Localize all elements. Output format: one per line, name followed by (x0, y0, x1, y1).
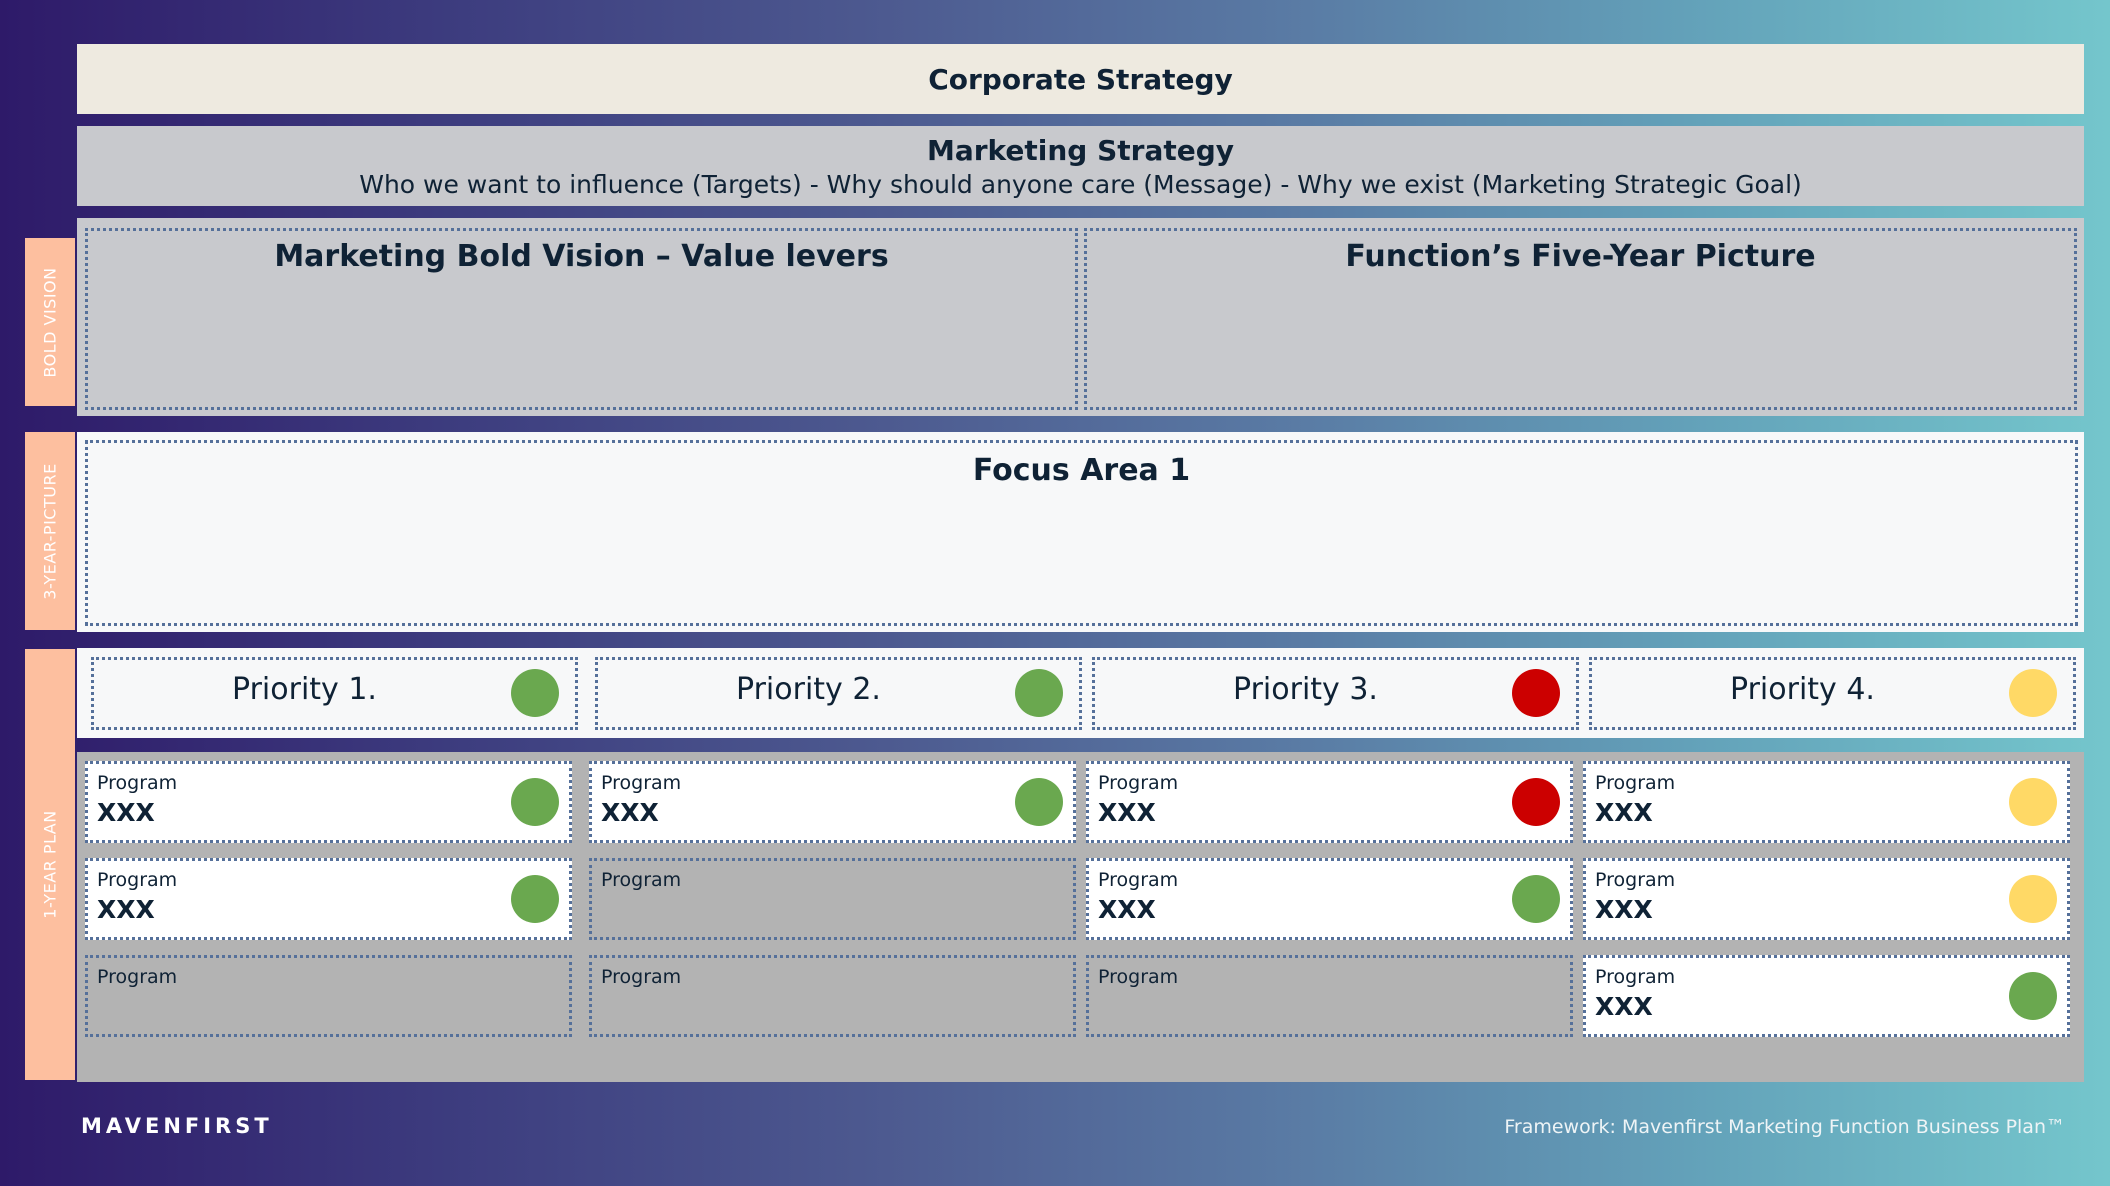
program-status-dot (2009, 778, 2057, 826)
program-status-dot (511, 778, 559, 826)
program-value: XXX (1098, 895, 1156, 924)
program-card[interactable]: Program XXX (1583, 858, 2070, 940)
program-card[interactable]: Program XXX (1583, 761, 2070, 843)
priority-label: Priority 1. (232, 672, 377, 707)
program-label: Program (97, 966, 178, 988)
priority-box-2: Priority 2. (595, 657, 1082, 730)
priority-status-dot (1512, 669, 1560, 717)
program-value: XXX (1595, 798, 1653, 827)
priority-status-dot (2009, 669, 2057, 717)
focus-area-title: Focus Area 1 (972, 453, 1191, 488)
side-tab-1-year: 1-YEAR PLAN (25, 649, 75, 1080)
program-label: Program (1098, 966, 1179, 988)
program-value: XXX (97, 895, 155, 924)
marketing-strategy-subtitle: Who we want to influence (Targets) - Why… (359, 170, 1802, 199)
framework-note: Framework: Mavenfirst Marketing Function… (1504, 1116, 2065, 1138)
corporate-strategy-bar: Corporate Strategy (77, 44, 2084, 114)
priority-status-dot (511, 669, 559, 717)
program-label: Program (1098, 869, 1179, 891)
side-tab-3-year-label: 3-YEAR-PICTURE (40, 462, 60, 600)
program-label: Program (601, 966, 682, 988)
program-label: Program (1595, 966, 1676, 988)
program-label: Program (1595, 869, 1676, 891)
program-value: XXX (97, 798, 155, 827)
program-label: Program (97, 869, 178, 891)
program-value: XXX (601, 798, 659, 827)
brand-logo: MAVENFIRST (81, 1114, 273, 1138)
priority-status-dot (1015, 669, 1063, 717)
program-status-dot (1512, 778, 1560, 826)
program-status-dot (2009, 875, 2057, 923)
bold-vision-panel (77, 218, 2084, 416)
program-card[interactable]: Program (1086, 955, 1573, 1037)
bold-vision-right-title: Function’s Five-Year Picture (1345, 239, 1816, 274)
priority-label: Priority 4. (1730, 672, 1875, 707)
program-label: Program (601, 772, 682, 794)
priority-box-4: Priority 4. (1589, 657, 2076, 730)
program-card[interactable]: Program XXX (85, 858, 572, 940)
program-value: XXX (1098, 798, 1156, 827)
program-status-dot (1015, 778, 1063, 826)
program-label: Program (97, 772, 178, 794)
program-status-dot (2009, 972, 2057, 1020)
program-card[interactable]: Program (589, 858, 1076, 940)
side-tab-bold-vision-label: BOLD VISION (40, 266, 60, 378)
focus-area-box: Focus Area 1 (85, 440, 2078, 626)
program-status-dot (1512, 875, 1560, 923)
program-card[interactable]: Program XXX (1086, 761, 1573, 843)
program-label: Program (1098, 772, 1179, 794)
program-label: Program (1595, 772, 1676, 794)
bold-vision-right-box: Function’s Five-Year Picture (1084, 228, 2077, 410)
program-value: XXX (1595, 895, 1653, 924)
side-tab-bold-vision: BOLD VISION (25, 238, 75, 406)
marketing-strategy-title: Marketing Strategy (926, 134, 1235, 167)
marketing-strategy-bar: Marketing Strategy Who we want to influe… (77, 126, 2084, 206)
program-card[interactable]: Program (85, 955, 572, 1037)
program-label: Program (601, 869, 682, 891)
corporate-strategy-title: Corporate Strategy (928, 62, 1233, 96)
bold-vision-left-box: Marketing Bold Vision – Value levers (85, 228, 1078, 410)
program-value: XXX (1595, 992, 1653, 1021)
program-card[interactable]: Program XXX (589, 761, 1076, 843)
priority-label: Priority 3. (1233, 672, 1378, 707)
side-tab-3-year: 3-YEAR-PICTURE (25, 432, 75, 630)
priority-box-1: Priority 1. (91, 657, 578, 730)
focus-area-panel (77, 432, 2084, 632)
priority-box-3: Priority 3. (1092, 657, 1579, 730)
program-card[interactable]: Program (589, 955, 1076, 1037)
side-tab-1-year-label: 1-YEAR PLAN (40, 810, 60, 919)
bold-vision-left-title: Marketing Bold Vision – Value levers (274, 239, 889, 274)
program-card[interactable]: Program XXX (85, 761, 572, 843)
program-card[interactable]: Program XXX (1583, 955, 2070, 1037)
priority-label: Priority 2. (736, 672, 881, 707)
program-status-dot (511, 875, 559, 923)
program-card[interactable]: Program XXX (1086, 858, 1573, 940)
